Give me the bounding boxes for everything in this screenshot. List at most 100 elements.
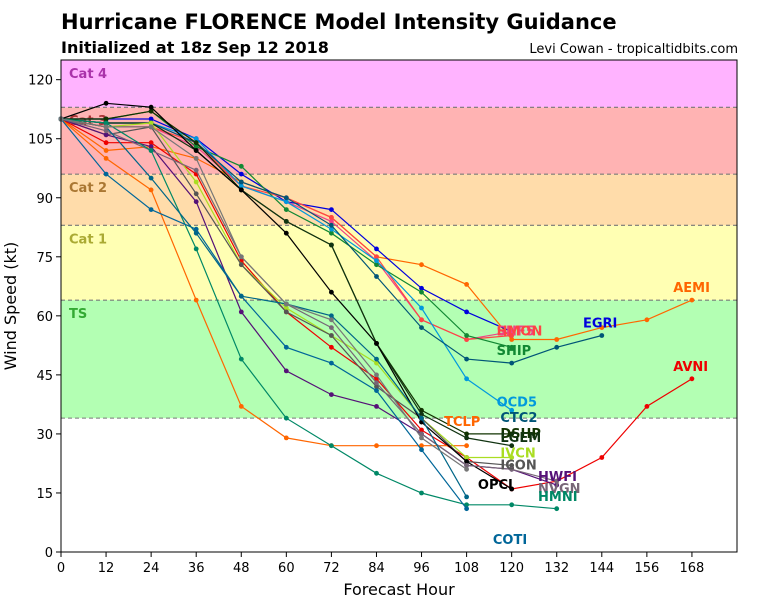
data-point bbox=[599, 455, 605, 460]
data-point bbox=[329, 207, 334, 213]
data-point bbox=[374, 356, 379, 362]
data-point bbox=[148, 187, 154, 193]
data-point bbox=[374, 384, 379, 390]
data-point bbox=[599, 325, 605, 330]
series-label: ICON bbox=[500, 458, 536, 473]
x-tick-label: 120 bbox=[499, 561, 524, 576]
data-point bbox=[238, 183, 244, 189]
data-point bbox=[374, 470, 379, 476]
data-point bbox=[419, 443, 424, 449]
data-point bbox=[464, 337, 469, 342]
data-point bbox=[419, 411, 424, 417]
data-point bbox=[283, 309, 289, 315]
data-point bbox=[374, 380, 379, 386]
axes: 0 12 24 36 48 60 72 84 96 108 120 132 144 156 168 0 15 30… bbox=[28, 74, 704, 576]
series-label: DSHP bbox=[500, 427, 541, 442]
data-point bbox=[329, 325, 334, 330]
data-point bbox=[329, 222, 334, 228]
data-point bbox=[103, 156, 109, 161]
y-axis-label: Wind Speed (kt) bbox=[1, 242, 20, 371]
data-point bbox=[644, 404, 650, 409]
data-point bbox=[509, 502, 515, 508]
data-point bbox=[329, 230, 334, 236]
data-point bbox=[644, 317, 650, 323]
data-point bbox=[103, 100, 109, 106]
data-point bbox=[193, 179, 199, 185]
data-point bbox=[193, 156, 199, 161]
x-tick-label: 60 bbox=[278, 561, 295, 576]
data-point bbox=[464, 466, 469, 472]
data-point bbox=[148, 144, 154, 150]
data-point bbox=[193, 148, 199, 153]
band-label: Cat 2 bbox=[69, 181, 107, 196]
data-point bbox=[554, 506, 560, 512]
data-point bbox=[509, 443, 515, 449]
data-point bbox=[464, 455, 469, 460]
data-point bbox=[329, 226, 334, 232]
data-point bbox=[148, 124, 154, 130]
data-point bbox=[103, 128, 109, 134]
x-tick-label: 0 bbox=[57, 561, 65, 576]
data-point bbox=[509, 333, 515, 338]
series-opci bbox=[58, 100, 515, 492]
data-point bbox=[509, 466, 515, 472]
data-point bbox=[509, 486, 515, 492]
data-point bbox=[103, 124, 109, 130]
data-point bbox=[374, 360, 379, 366]
data-point bbox=[193, 167, 199, 173]
data-point bbox=[419, 317, 424, 323]
data-point bbox=[329, 333, 334, 338]
data-point bbox=[283, 207, 289, 213]
data-point bbox=[374, 388, 379, 393]
data-point bbox=[374, 372, 379, 378]
data-point bbox=[464, 431, 469, 437]
data-point bbox=[554, 344, 560, 350]
data-point bbox=[419, 415, 424, 421]
series-label: EGRI bbox=[583, 317, 617, 332]
model-series bbox=[58, 100, 695, 512]
data-point bbox=[193, 230, 199, 236]
data-point bbox=[374, 246, 379, 252]
series-label: NVGN bbox=[538, 482, 581, 497]
x-tick-label: 132 bbox=[544, 561, 569, 576]
data-point bbox=[464, 459, 469, 464]
data-point bbox=[283, 230, 289, 236]
band-label: Cat 1 bbox=[69, 232, 107, 247]
y-tick-label: 120 bbox=[28, 74, 53, 89]
series-label: HMON bbox=[497, 325, 543, 340]
data-point bbox=[283, 199, 289, 205]
data-point bbox=[148, 148, 154, 153]
data-point bbox=[509, 407, 515, 413]
data-point bbox=[509, 431, 515, 437]
data-point bbox=[419, 262, 424, 268]
data-point bbox=[193, 246, 199, 252]
data-point bbox=[509, 360, 515, 366]
data-point bbox=[283, 195, 289, 201]
data-point bbox=[329, 219, 334, 224]
data-point bbox=[509, 337, 515, 342]
data-point bbox=[689, 297, 695, 303]
data-point bbox=[193, 297, 199, 303]
data-point bbox=[554, 478, 560, 484]
x-tick-label: 156 bbox=[634, 561, 659, 576]
data-point bbox=[509, 329, 515, 334]
data-point bbox=[464, 463, 469, 468]
series-line bbox=[60, 118, 468, 510]
band-cat-4 bbox=[61, 60, 737, 108]
series-label: IVCN bbox=[500, 447, 535, 462]
chart-title: Hurricane FLORENCE Model Intensity Guida… bbox=[61, 10, 617, 34]
data-point bbox=[464, 333, 469, 338]
data-point bbox=[193, 136, 199, 142]
data-point bbox=[464, 435, 469, 441]
data-point bbox=[419, 427, 424, 433]
data-point bbox=[329, 392, 334, 397]
data-point bbox=[283, 219, 289, 224]
data-point bbox=[193, 199, 199, 205]
data-point bbox=[599, 333, 605, 338]
x-axis-label: Forecast Hour bbox=[343, 580, 455, 599]
y-tick-label: 60 bbox=[36, 310, 53, 325]
data-point bbox=[329, 289, 334, 295]
data-point bbox=[283, 344, 289, 350]
data-point bbox=[329, 313, 334, 319]
